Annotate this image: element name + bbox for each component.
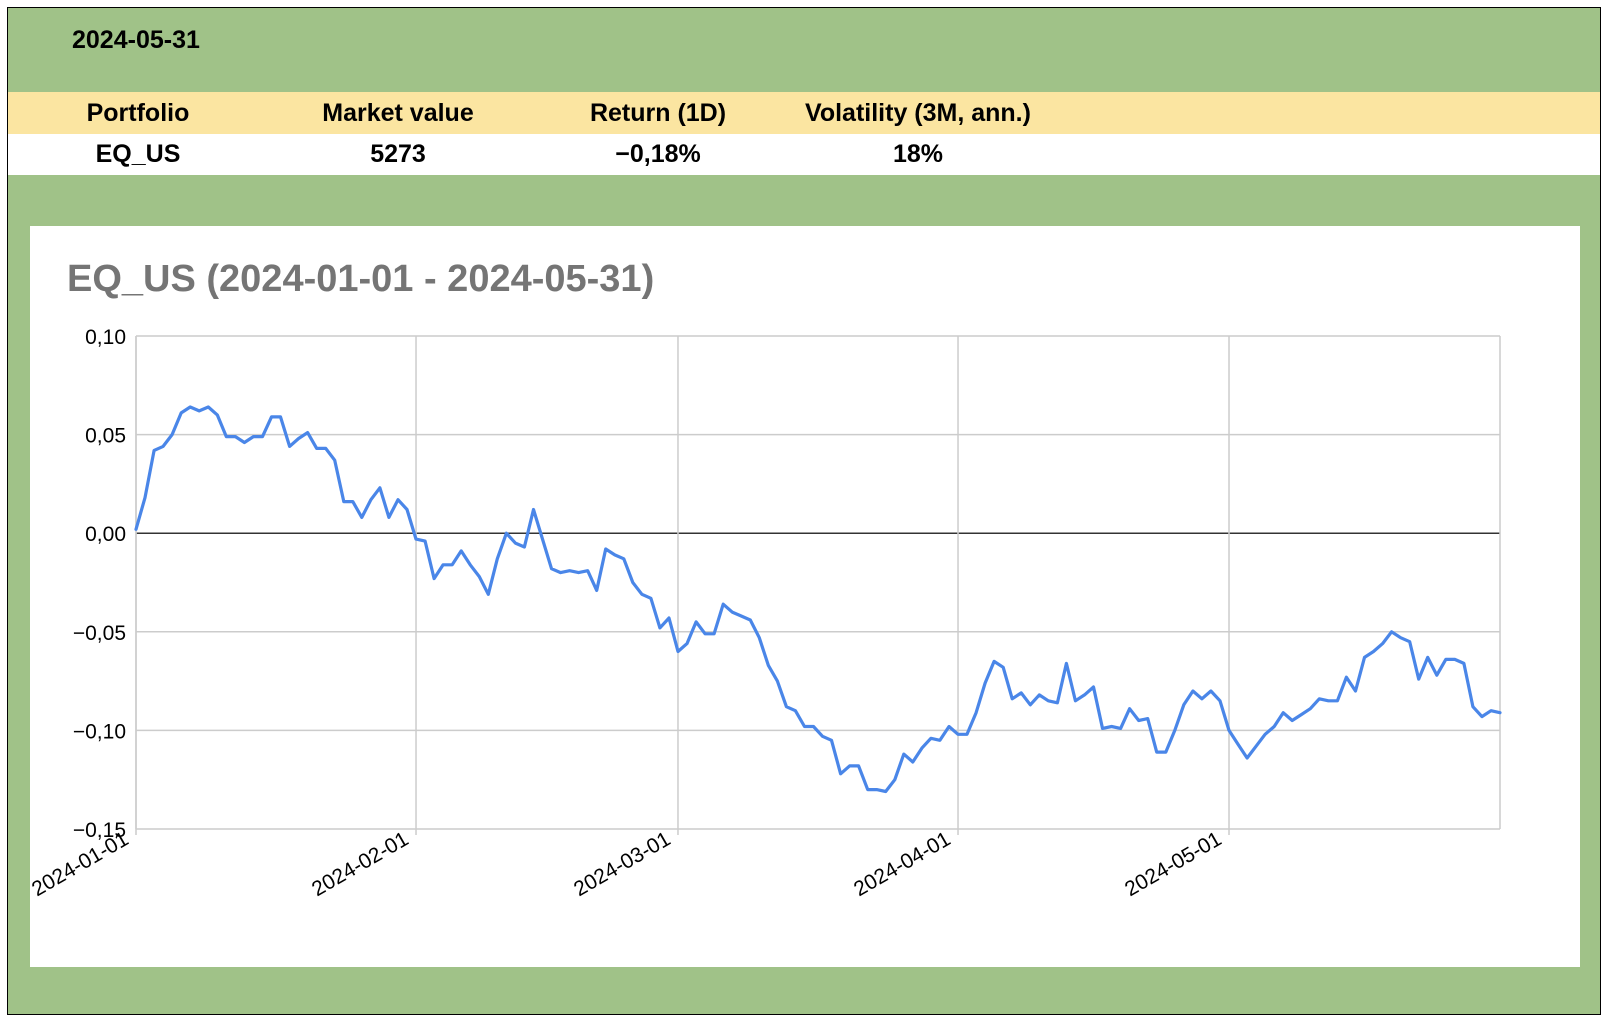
- report-date: 2024-05-31: [72, 26, 200, 54]
- y-tick-label: −0,15: [73, 819, 126, 842]
- x-tick-label: 2024-02-01: [308, 827, 413, 901]
- header-return-1d: Return (1D): [589, 98, 727, 127]
- header-portfolio: Portfolio: [86, 98, 190, 127]
- x-tick-label: 2024-03-01: [570, 827, 675, 901]
- y-tick-label: 0,05: [85, 425, 126, 448]
- value-return-1d: −0,18%: [615, 140, 701, 168]
- x-tick-label: 2024-05-01: [1121, 827, 1226, 901]
- header-market-value: Market value: [322, 98, 474, 127]
- value-portfolio: EQ_US: [95, 140, 181, 168]
- report-frame: 2024-05-31 Portfolio Market value Return…: [7, 7, 1601, 1015]
- y-tick-label: 0,00: [85, 523, 126, 546]
- y-tick-label: −0,05: [73, 622, 126, 645]
- grid: [135, 335, 1501, 835]
- value-volatility: 18%: [892, 140, 944, 168]
- y-tick-label: 0,10: [85, 326, 126, 349]
- header-volatility: Volatility (3M, ann.): [805, 98, 1031, 127]
- series: [134, 405, 1502, 794]
- y-tick-label: −0,10: [73, 720, 126, 743]
- chart-panel: EQ_US (2024-01-01 - 2024-05-31) 0,10 0,05…: [30, 226, 1580, 967]
- series-line-eq-us: [134, 405, 1502, 794]
- summary-header-row: Portfolio Market value Return (1D) Volat…: [8, 92, 1600, 134]
- chart-title: EQ_US (2024-01-01 - 2024-05-31): [67, 258, 655, 300]
- summary-value-row: EQ_US 5273 −0,18% 18%: [8, 134, 1600, 175]
- value-market-value: 5273: [370, 140, 426, 168]
- x-tick-label: 2024-04-01: [850, 827, 955, 901]
